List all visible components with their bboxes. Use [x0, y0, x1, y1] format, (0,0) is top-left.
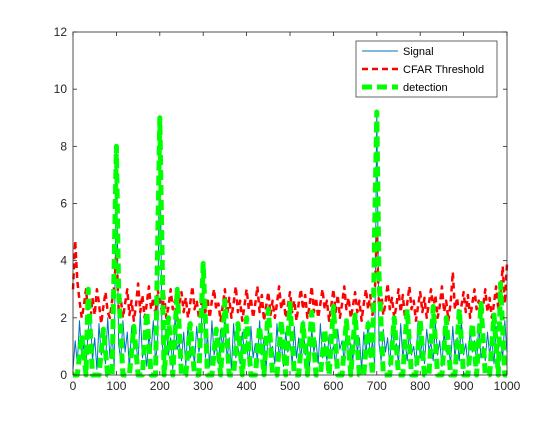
x-tick-label: 200 — [150, 379, 170, 393]
legend-signal-label: Signal — [403, 46, 434, 58]
y-tick-label: 6 — [60, 197, 67, 211]
x-tick-label: 500 — [280, 379, 300, 393]
x-tick-label: 800 — [410, 379, 430, 393]
y-tick-label: 8 — [60, 139, 67, 153]
x-tick-label: 600 — [323, 379, 343, 393]
x-axis: 0 100 200 300 400 500 600 700 800 900 1000 — [70, 32, 521, 393]
y-tick-label: 2 — [60, 311, 67, 325]
y-tick-label: 12 — [54, 25, 68, 39]
legend-threshold-label: CFAR Threshold — [403, 64, 484, 76]
x-tick-label: 0 — [70, 379, 77, 393]
x-tick-label: 100 — [106, 379, 126, 393]
y-axis: 0 2 4 6 8 10 12 — [54, 25, 507, 382]
series-layer — [71, 109, 509, 378]
x-tick-label: 700 — [367, 379, 387, 393]
y-tick-label: 0 — [60, 368, 67, 382]
y-tick-label: 10 — [54, 82, 68, 96]
y-tick-label: 4 — [60, 254, 67, 268]
x-tick-label: 400 — [237, 379, 257, 393]
series-line-cfar-threshold — [71, 230, 509, 325]
legend: Signal CFAR Threshold detection — [355, 40, 498, 98]
x-tick-label: 300 — [193, 379, 213, 393]
series-line-detection — [73, 109, 508, 378]
x-tick-label: 1000 — [494, 379, 521, 393]
legend-detection-label: detection — [403, 82, 448, 94]
x-tick-label: 900 — [454, 379, 474, 393]
